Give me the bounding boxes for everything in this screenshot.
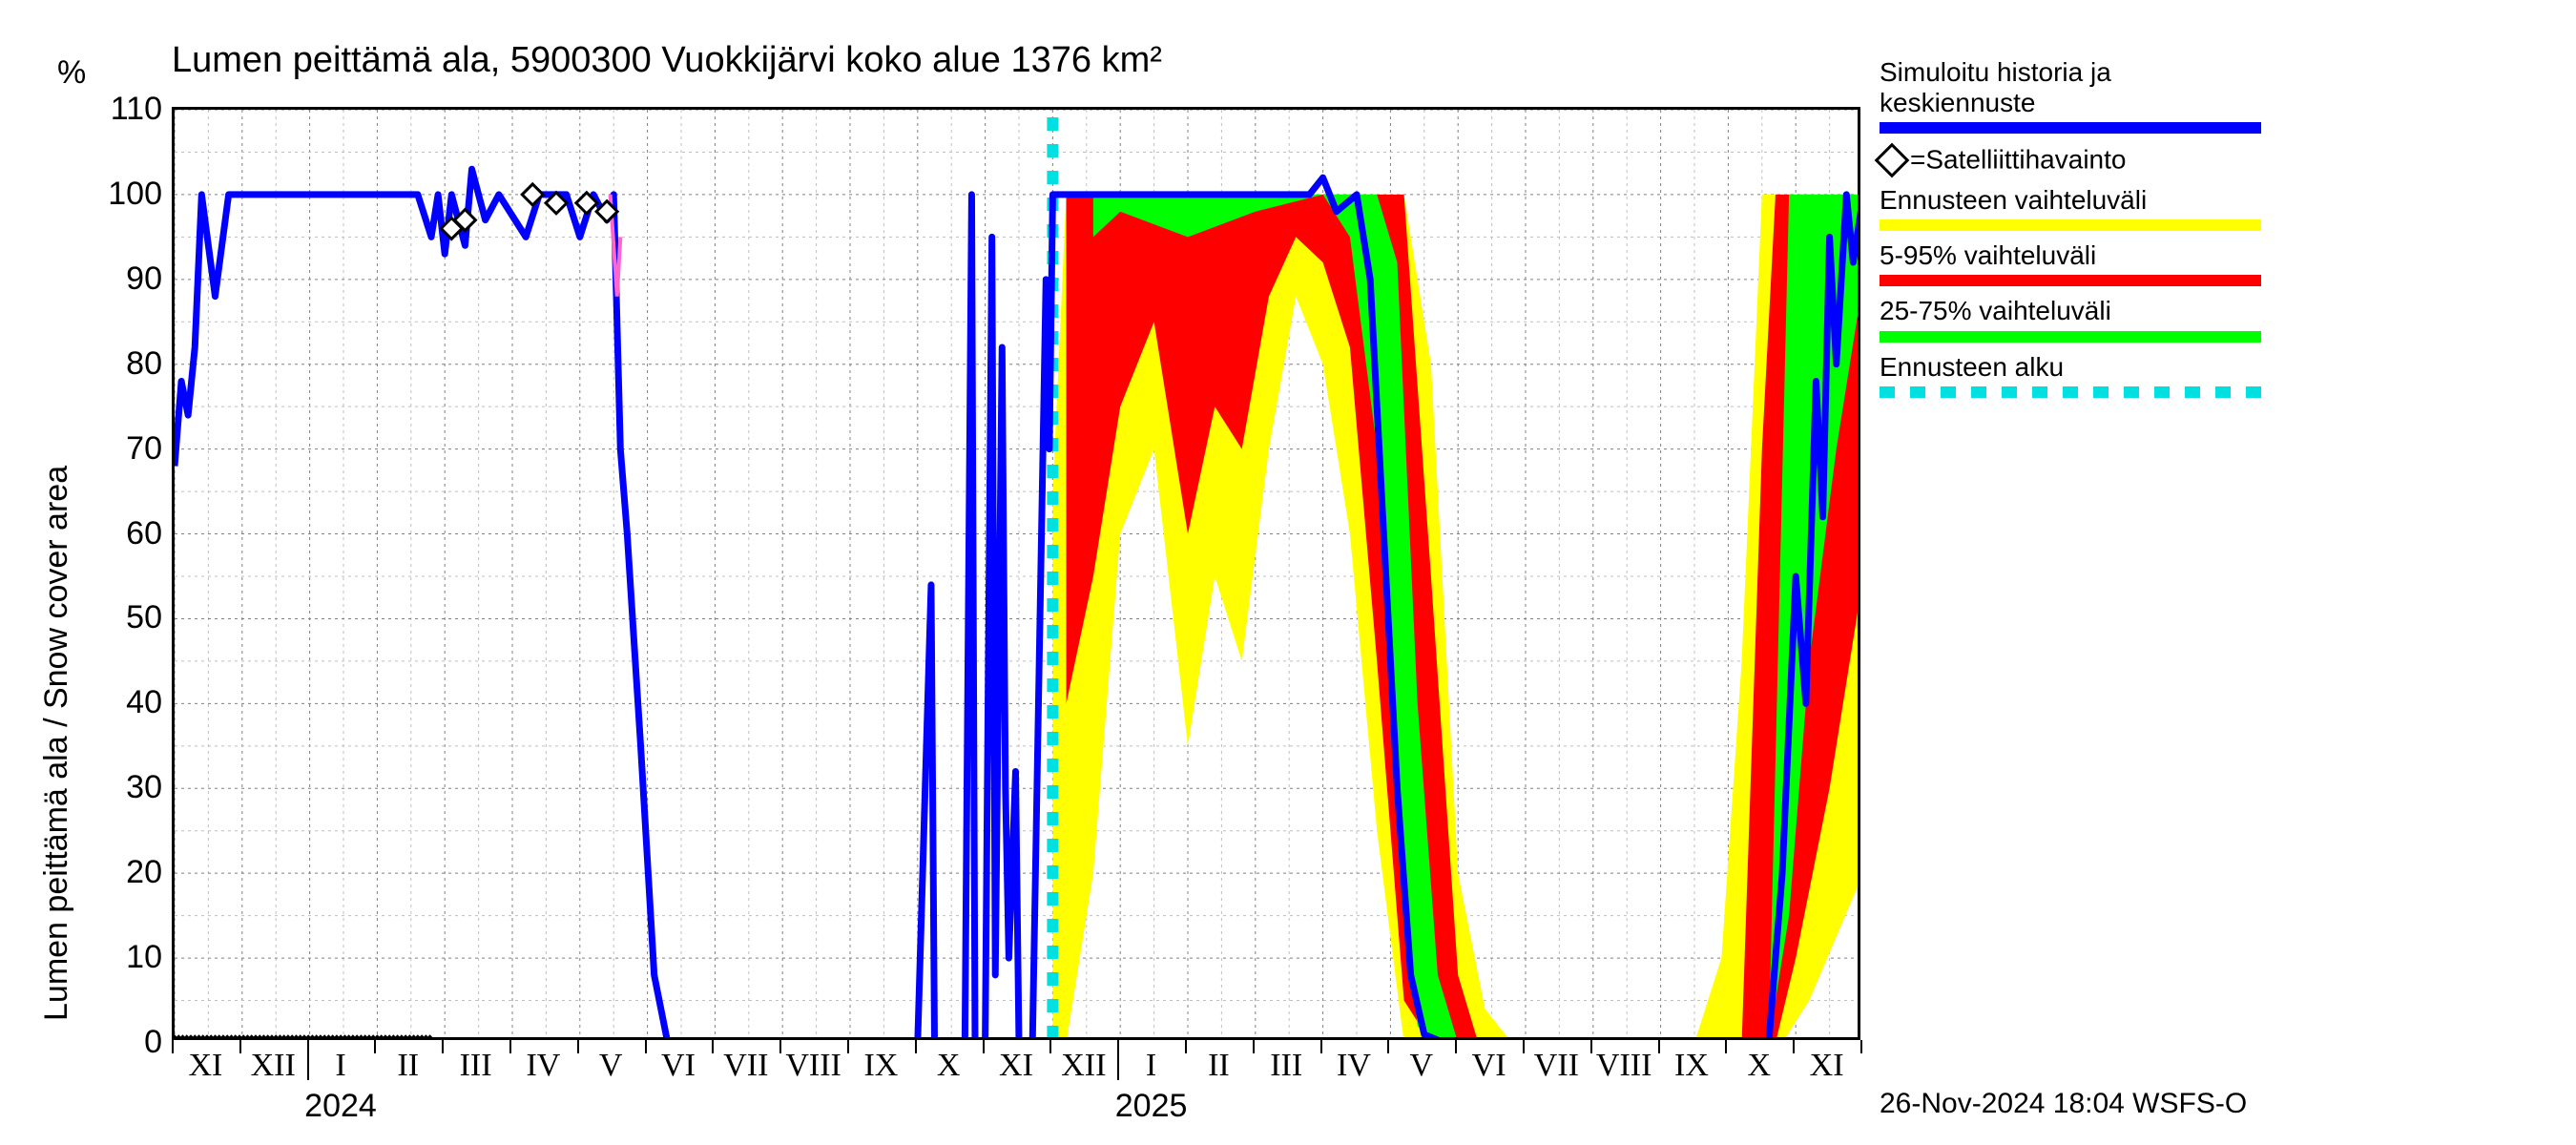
x-tick-month: V (599, 1048, 623, 1084)
x-tick-month: III (460, 1048, 492, 1084)
legend-item: Ennusteen alku (1880, 352, 2261, 398)
y-tick: 10 (86, 939, 162, 976)
y-tick: 70 (86, 430, 162, 468)
y-tick: 60 (86, 515, 162, 552)
y-tick: 110 (86, 91, 162, 128)
legend-swatch (1880, 331, 2261, 343)
plot-area (172, 107, 1860, 1040)
x-tick-month: VI (661, 1048, 696, 1084)
y-tick: 90 (86, 260, 162, 298)
x-tick-month: III (1270, 1048, 1302, 1084)
x-tick-month: IX (863, 1048, 898, 1084)
x-tick-month: II (1208, 1048, 1230, 1084)
y-tick: 50 (86, 599, 162, 636)
y-tick: 0 (86, 1024, 162, 1061)
legend-label: Simuloitu historia ja keskiennuste (1880, 57, 2261, 118)
x-tick-month: II (397, 1048, 419, 1084)
legend-label: 5-95% vaihteluväli (1880, 240, 2261, 271)
x-tick-month: VIII (785, 1048, 841, 1084)
x-tick-month: VII (723, 1048, 768, 1084)
legend-label: Ennusteen alku (1880, 352, 2261, 383)
y-tick: 30 (86, 769, 162, 806)
footer-text: 26-Nov-2024 18:04 WSFS-O (1880, 1088, 2247, 1120)
legend-swatch (1880, 122, 2261, 134)
x-tick-month: XII (251, 1048, 296, 1084)
plot-svg (175, 110, 1860, 1040)
x-tick-month: I (1146, 1048, 1156, 1084)
legend-label: Ennusteen vaihteluväli (1880, 185, 2261, 216)
x-tick-month: X (1748, 1048, 1772, 1084)
legend-label: 25-75% vaihteluväli (1880, 296, 2261, 326)
x-tick-month: X (937, 1048, 961, 1084)
y-axis-unit: % (57, 54, 86, 92)
legend-label: =Satelliittihavainto (1910, 145, 2126, 175)
x-tick-month: IX (1674, 1048, 1709, 1084)
diamond-icon (1875, 143, 1910, 178)
x-tick-month: I (335, 1048, 345, 1084)
legend-item: 25-75% vaihteluväli (1880, 296, 2261, 342)
legend-swatch (1880, 386, 2261, 398)
x-year-label: 2024 (304, 1088, 377, 1125)
y-tick: 20 (86, 854, 162, 891)
chart-container: Lumen peittämä ala, 5900300 Vuokkijärvi … (0, 0, 2576, 1145)
y-tick: 80 (86, 345, 162, 383)
legend-item: =Satelliittihavainto (1880, 143, 2261, 176)
x-tick-month: VII (1534, 1048, 1579, 1084)
legend-item: Ennusteen vaihteluväli (1880, 185, 2261, 231)
x-tick-month: VI (1472, 1048, 1506, 1084)
x-tick-month: V (1410, 1048, 1434, 1084)
x-tick-month: XI (999, 1048, 1033, 1084)
legend-swatch (1880, 219, 2261, 231)
x-tick-month: XII (1061, 1048, 1106, 1084)
legend-swatch (1880, 275, 2261, 286)
x-tick-month: IV (1337, 1048, 1371, 1084)
legend: Simuloitu historia ja keskiennuste =Satel… (1880, 57, 2261, 407)
chart-title: Lumen peittämä ala, 5900300 Vuokkijärvi … (172, 40, 1162, 81)
x-tick-month: IV (526, 1048, 560, 1084)
legend-item: 5-95% vaihteluväli (1880, 240, 2261, 286)
y-axis-label: Lumen peittämä ala / Snow cover area (38, 466, 75, 1021)
y-tick: 100 (86, 176, 162, 213)
x-tick-month: XI (188, 1048, 222, 1084)
x-tick-month: VIII (1596, 1048, 1652, 1084)
y-tick: 40 (86, 684, 162, 721)
x-tick-month: XI (1810, 1048, 1844, 1084)
legend-item: Simuloitu historia ja keskiennuste (1880, 57, 2261, 134)
x-year-label: 2025 (1115, 1088, 1188, 1125)
